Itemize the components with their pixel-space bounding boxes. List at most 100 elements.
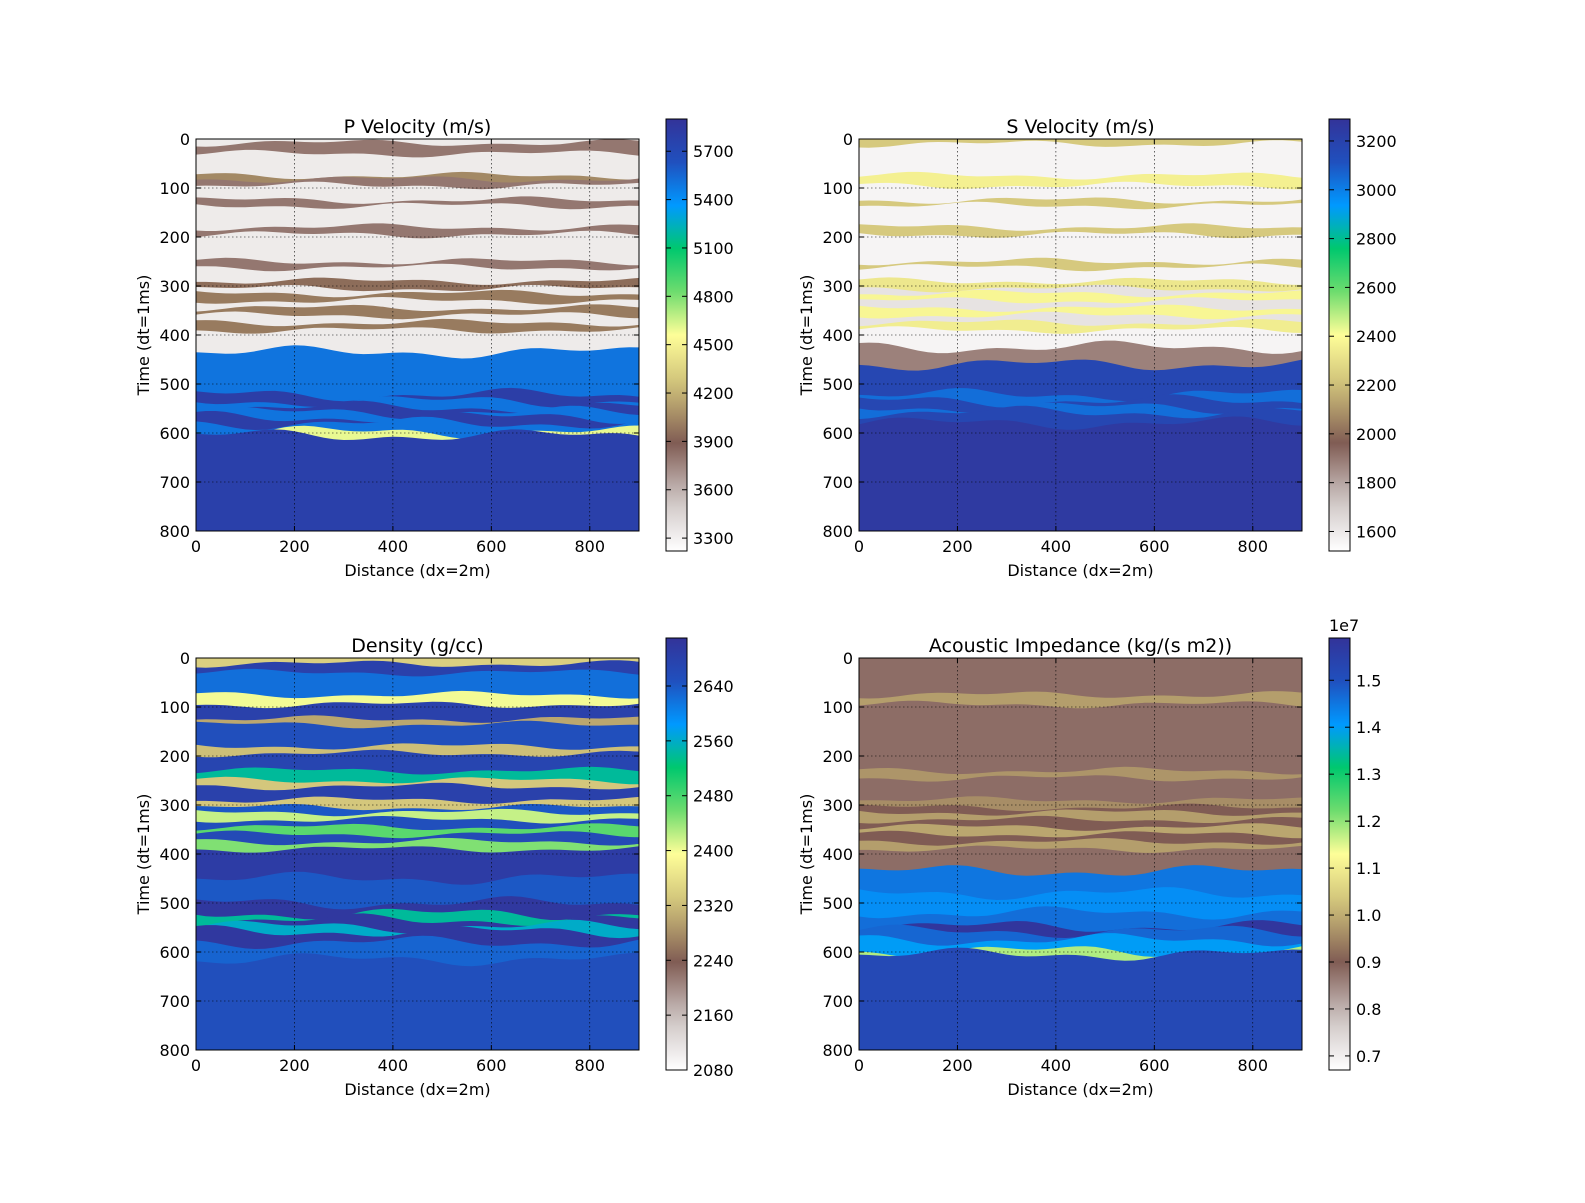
layer-band [196,429,639,531]
y-tick-label: 400 [159,845,190,864]
heatmap-image [196,658,639,1050]
y-tick-label: 0 [180,130,190,149]
colorbar-tick-label: 5100 [693,239,734,258]
heatmap-image [196,139,639,531]
y-tick-label: 800 [822,1041,853,1060]
colorbar-tick-label: 4800 [693,287,734,306]
colorbar-tick-label: 3000 [1356,181,1397,200]
colorbar: 1600 1800 2000 2200 2400 2600 2800 3000 3200 [1328,118,1397,552]
chart-title: Acoustic Impedance (kg/(s m2)) [929,635,1232,657]
chart-title: Density (g/cc) [351,635,483,657]
colorbar-tick-label: 1.1 [1356,859,1381,878]
layer-band [859,947,1302,1050]
x-tick-label: 0 [854,537,864,556]
colorbar-tick-label: 2600 [1356,278,1397,297]
x-tick-label: 800 [575,1056,606,1075]
colorbar-tick-label: 2640 [693,677,734,696]
layer-band [196,952,639,1050]
y-tick-label: 100 [159,179,190,198]
x-tick-label: 0 [854,1056,864,1075]
colorbar-tick-label: 1.2 [1356,812,1381,831]
y-tick-label: 200 [159,228,190,247]
y-tick-label: 0 [843,130,853,149]
heatmap-image [859,658,1302,1050]
x-tick-label: 400 [1041,537,1072,556]
y-tick-label: 300 [822,277,853,296]
x-tick-label: 200 [279,537,310,556]
y-tick-label: 100 [822,179,853,198]
x-axis-label: Distance (dx=2m) [1007,561,1153,580]
y-tick-label: 600 [159,943,190,962]
chart-panel-1: 0 200 400 600 8000100200300400500600700800P … [134,116,734,580]
x-axis-label: Distance (dx=2m) [344,1080,490,1099]
colorbar-tick-label: 2000 [1356,425,1397,444]
x-tick-label: 800 [1238,537,1269,556]
colorbar-tick-label: 2160 [693,1006,734,1025]
y-tick-label: 0 [843,649,853,668]
colorbar-tick-label: 0.7 [1356,1047,1381,1066]
colorbar-tick-label: 2080 [693,1061,734,1080]
x-tick-label: 600 [1139,1056,1170,1075]
colorbar-tick-label: 2400 [1356,327,1397,346]
colorbar-tick-label: 3600 [693,481,734,500]
x-tick-label: 400 [378,1056,409,1075]
y-tick-label: 600 [822,424,853,443]
colorbar-multiplier: 1e7 [1329,616,1359,635]
y-tick-label: 700 [822,473,853,492]
colorbar-tick-label: 0.8 [1356,1000,1381,1019]
x-tick-label: 0 [191,1056,201,1075]
y-tick-label: 300 [159,796,190,815]
x-axis-label: Distance (dx=2m) [344,561,490,580]
x-tick-label: 200 [279,1056,310,1075]
colorbar-tick-label: 5400 [693,191,734,210]
y-tick-label: 400 [159,326,190,345]
y-tick-label: 400 [822,326,853,345]
colorbar-tick-label: 3200 [1356,132,1397,151]
y-tick-label: 600 [159,424,190,443]
y-tick-label: 500 [822,375,853,394]
y-tick-label: 800 [159,1041,190,1060]
x-tick-label: 800 [575,537,606,556]
colorbar-tick-label: 1.5 [1356,671,1381,690]
x-tick-label: 0 [191,537,201,556]
y-tick-label: 500 [822,894,853,913]
y-tick-label: 300 [159,277,190,296]
colorbar-tick-label: 1.4 [1356,718,1381,737]
chart-title: S Velocity (m/s) [1006,116,1154,138]
colorbar-tick-label: 1800 [1356,474,1397,493]
y-tick-label: 300 [822,796,853,815]
colorbar-tick-label: 1600 [1356,522,1397,541]
colorbar-gradient [1328,118,1351,552]
colorbar-tick-label: 3300 [693,529,734,548]
x-tick-label: 400 [378,537,409,556]
colorbar-tick-label: 5700 [693,142,734,161]
colorbar-tick-label: 2320 [693,896,734,915]
x-tick-label: 600 [1139,537,1170,556]
colorbar-tick-label: 2800 [1356,230,1397,249]
colorbar-gradient [1328,637,1351,1071]
colorbar-tick-label: 4200 [693,384,734,403]
colorbar-gradient [665,637,688,1071]
colorbar-tick-label: 4500 [693,336,734,355]
chart-panel-2: 0 200 400 600 8000100200300400500600700800S … [797,116,1397,580]
y-tick-label: 200 [159,747,190,766]
y-tick-label: 800 [159,522,190,541]
y-tick-label: 200 [822,228,853,247]
colorbar: 3300 3600 3900 4200 4500 4800 5100 5400 5700 [665,118,734,552]
colorbar-tick-label: 2240 [693,951,734,970]
y-tick-label: 500 [159,375,190,394]
colorbar-tick-label: 2560 [693,732,734,751]
colorbar-gradient [665,118,688,552]
colorbar-tick-label: 2480 [693,787,734,806]
chart-panel-4: 0 200 400 600 8000100200300400500600700800Ac… [797,616,1381,1099]
y-tick-label: 700 [159,992,190,1011]
y-tick-label: 400 [822,845,853,864]
y-axis-label: Time (dt=1ms) [134,275,153,397]
y-tick-label: 700 [822,992,853,1011]
colorbar-tick-label: 2200 [1356,376,1397,395]
x-tick-label: 600 [476,1056,507,1075]
x-tick-label: 600 [476,537,507,556]
x-tick-label: 800 [1238,1056,1269,1075]
y-tick-label: 600 [822,943,853,962]
